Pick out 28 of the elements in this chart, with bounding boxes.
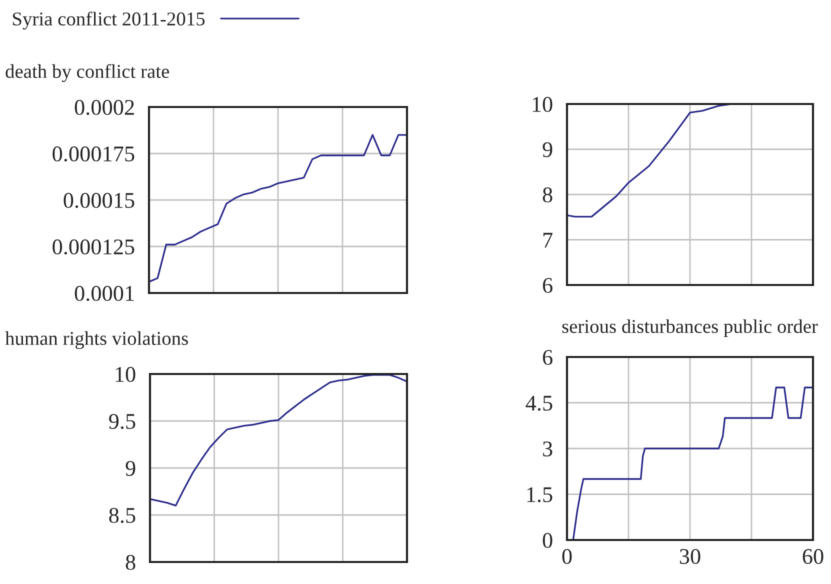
chart-title: death by conflict rate — [6, 64, 169, 82]
legend-label: Syria conflict 2011-2015 — [12, 12, 205, 30]
x-tick-label: 30 — [680, 548, 700, 564]
x-tick-label: 0 — [562, 548, 572, 564]
y-tick-label: 0 — [542, 532, 552, 548]
y-tick-label: 8 — [542, 187, 552, 202]
y-tick-label: 9.5 — [109, 414, 136, 430]
y-tick-label: 6 — [542, 350, 552, 365]
y-tick-label: 0.00015 — [64, 192, 134, 208]
y-tick-label: 3 — [543, 441, 552, 456]
chart-title: serious disturbances public order — [562, 319, 818, 337]
y-tick-label: 0.0001 — [74, 286, 134, 302]
y-tick-label: 8.5 — [109, 508, 136, 524]
line-series — [149, 134, 407, 283]
y-tick-label: 10 — [116, 366, 136, 382]
y-tick-label: 10 — [532, 96, 552, 112]
y-tick-label: 8 — [126, 554, 136, 570]
y-tick-label: 1.5 — [527, 487, 552, 502]
y-tick-label: 9 — [542, 142, 552, 158]
chart-title: human rights violations — [5, 331, 188, 349]
y-tick-label: 7 — [543, 232, 552, 248]
y-tick-label: 0.000125 — [52, 239, 134, 255]
y-tick-label: 0.0002 — [74, 100, 134, 116]
y-tick-label: 9 — [126, 460, 136, 476]
y-tick-label: 6 — [542, 278, 552, 293]
y-tick-label: 0.000175 — [52, 146, 134, 162]
y-tick-label: 4.5 — [526, 396, 552, 411]
x-tick-label: 60 — [802, 548, 824, 564]
